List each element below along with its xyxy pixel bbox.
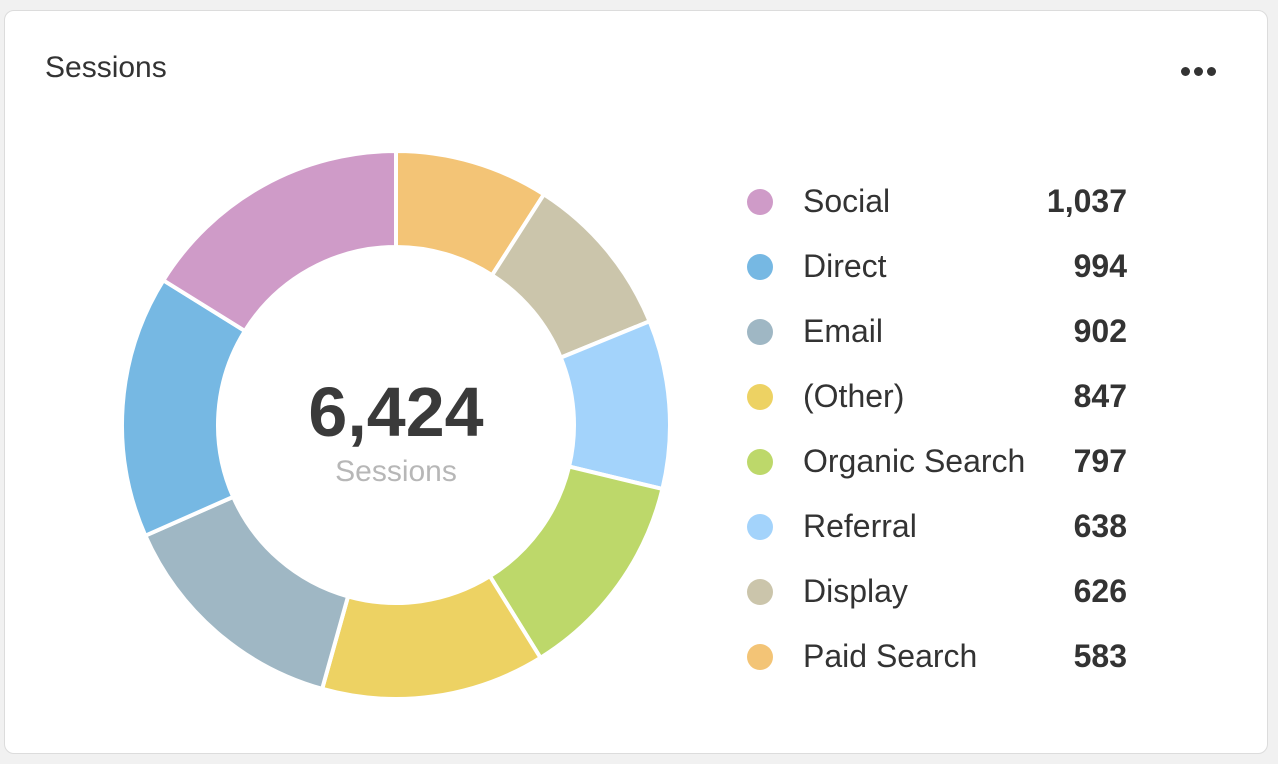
legend-value: 583 (1073, 638, 1127, 674)
legend-value: 626 (1073, 573, 1127, 609)
legend-label: Direct (803, 248, 887, 284)
legend-swatch (747, 644, 773, 670)
legend-item[interactable]: Display 626 (747, 559, 1127, 624)
legend-item[interactable]: Paid Search 583 (747, 624, 1127, 689)
legend-label: Email (803, 313, 884, 349)
legend-value: 902 (1073, 313, 1127, 349)
legend-swatch (747, 189, 773, 215)
donut-slice-email[interactable] (142, 494, 351, 692)
chart-legend: Social 1,037 Direct 994 Email 902 (Other) 847 Or… (747, 169, 1127, 689)
donut-slice-social[interactable] (160, 148, 398, 334)
more-dot (1193, 66, 1203, 76)
legend-swatch (747, 514, 773, 540)
legend-value: 994 (1073, 248, 1127, 284)
legend-label: Social (803, 183, 891, 219)
legend-value: 797 (1073, 443, 1127, 479)
legend-label: Organic Search (803, 443, 1026, 479)
sessions-card: Sessions 6,424 Sessions Social 1,037 Direc… (4, 10, 1268, 754)
legend-item[interactable]: Organic Search 797 (747, 429, 1127, 494)
legend-item[interactable]: Email 902 (747, 299, 1127, 364)
legend-value: 638 (1073, 508, 1127, 544)
card-title: Sessions (45, 51, 167, 84)
legend-label: Display (803, 573, 908, 609)
more-dot (1180, 66, 1190, 76)
legend-swatch (747, 384, 773, 410)
legend-item[interactable]: Direct 994 (747, 234, 1127, 299)
legend-swatch (747, 449, 773, 475)
donut-chart: 6,424 Sessions (120, 148, 672, 701)
legend-item[interactable]: (Other) 847 (747, 364, 1127, 429)
legend-swatch (747, 319, 773, 345)
legend-label: (Other) (803, 378, 905, 414)
legend-item[interactable]: Referral 638 (747, 494, 1127, 559)
legend-label: Referral (803, 508, 917, 544)
more-dot (1206, 66, 1216, 76)
legend-value: 847 (1073, 378, 1127, 414)
legend-item[interactable]: Social 1,037 (747, 169, 1127, 234)
legend-swatch (747, 579, 773, 605)
legend-value: 1,037 (1046, 183, 1127, 219)
center-total-value: 6,424 (308, 373, 483, 451)
legend-swatch (747, 254, 773, 280)
more-options-icon[interactable] (1175, 57, 1221, 85)
legend-label: Paid Search (803, 638, 978, 674)
center-total-label: Sessions (335, 455, 457, 488)
